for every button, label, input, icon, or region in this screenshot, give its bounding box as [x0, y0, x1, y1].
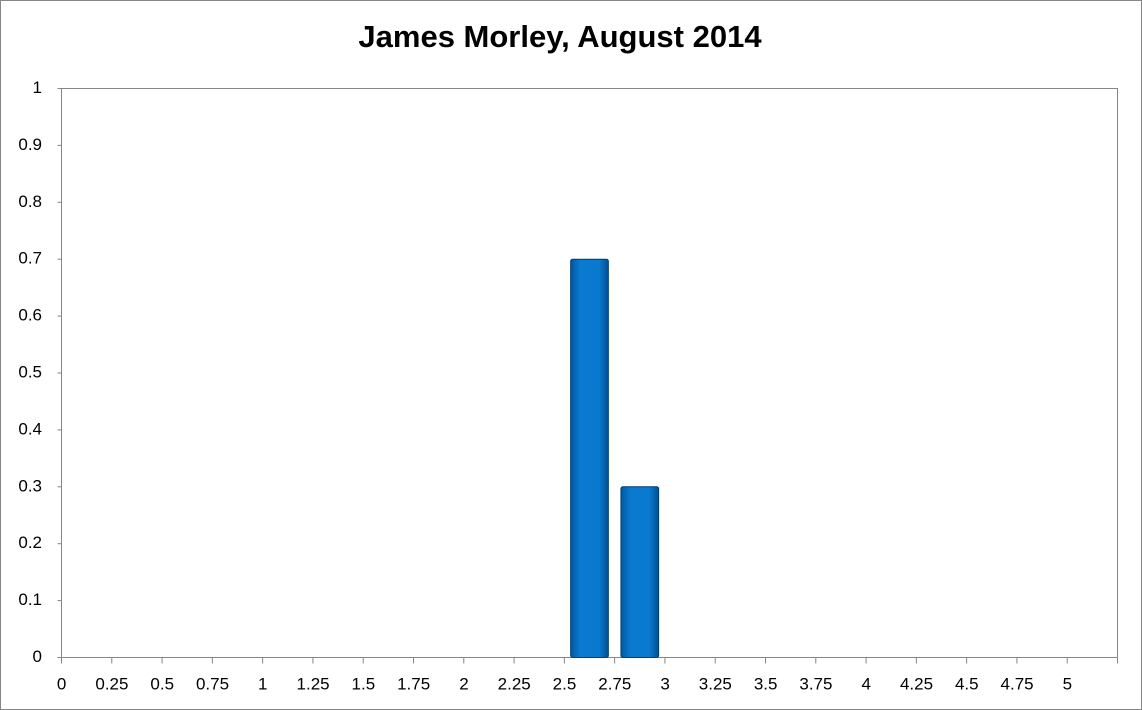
x-tick-label: 0.5 [150, 674, 174, 693]
y-tick-label: 0.1 [18, 590, 42, 609]
bar [620, 486, 660, 658]
x-tick-label: 0.75 [196, 674, 229, 693]
y-tick-label: 0.9 [18, 135, 42, 154]
x-tick-label: 0 [57, 674, 66, 693]
y-tick-label: 0.8 [18, 192, 42, 211]
y-tick-label: 1 [33, 78, 42, 97]
x-tick-label: 0.25 [95, 674, 128, 693]
x-tick-label: 1.25 [297, 674, 330, 693]
y-tick-label: 0.4 [18, 419, 42, 438]
x-tick-label: 5 [1063, 674, 1072, 693]
x-tick-label: 1 [258, 674, 267, 693]
y-tick-label: 0.5 [18, 362, 42, 381]
y-tick-label: 0.3 [18, 476, 42, 495]
x-tick-label: 2.75 [598, 674, 631, 693]
chart-title: James Morley, August 2014 [358, 19, 762, 54]
bar [570, 258, 609, 658]
x-tick-label: 3.5 [754, 674, 778, 693]
y-tick-label: 0.2 [18, 533, 42, 552]
x-tick-label: 4.25 [900, 674, 933, 693]
y-tick-label: 0.7 [18, 249, 42, 268]
x-tick-label: 1.75 [397, 674, 430, 693]
x-tick-label: 3.75 [799, 674, 832, 693]
x-tick-label: 4 [861, 674, 870, 693]
y-tick-label: 0 [33, 647, 42, 666]
x-tick-label: 2.25 [498, 674, 531, 693]
x-tick-label: 1.5 [352, 674, 376, 693]
x-tick-label: 2.5 [553, 674, 577, 693]
y-tick-label: 0.6 [18, 306, 42, 325]
x-tick-label: 4.5 [955, 674, 979, 693]
x-tick-label: 3 [660, 674, 669, 693]
x-tick-label: 4.75 [1001, 674, 1034, 693]
x-tick-label: 3.25 [699, 674, 732, 693]
x-tick-label: 2 [459, 674, 468, 693]
